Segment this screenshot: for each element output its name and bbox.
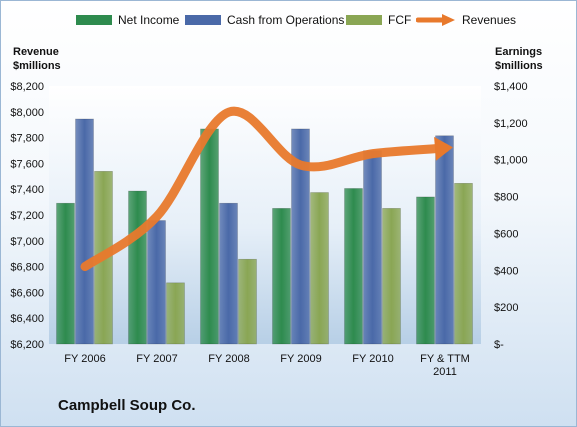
right-tick-label: $600 [494,228,518,240]
legend-swatch-cash-from-operations [185,15,221,25]
right-tick-label: $1,400 [494,81,528,93]
legend-item-revenues: Revenues [416,13,516,27]
category-label: FY 2008 [208,353,249,365]
left-tick-label: $8,200 [10,81,44,93]
legend-label-revenues: Revenues [462,13,517,27]
legend-swatch-net-income [76,15,112,25]
company-name: Campbell Soup Co. [58,397,196,414]
right-tick-label: $400 [494,265,518,277]
bar-cash-from-operations [219,202,238,345]
bar-cash-from-operations [435,135,454,345]
left-tick-label: $7,800 [10,133,44,145]
right-tick-label: $1,000 [494,155,528,167]
legend-item-net-income: Net Income [76,13,179,27]
legend: Net Income Cash from Operations FCF Reve… [1,13,576,33]
legend-item-cash-from-operations: Cash from Operations [185,13,344,27]
bar-fcf [238,258,257,345]
left-tick-label: $7,600 [10,158,44,170]
legend-label-fcf: FCF [388,13,412,27]
bar-net-income [200,128,219,345]
legend-swatch-fcf [346,15,382,25]
revenues-line [80,106,450,272]
revenues-arrow-head [434,136,453,161]
right-axis-title-line1: Earnings [495,46,543,58]
bar-net-income [128,190,147,345]
left-tick-label: $6,400 [10,313,44,325]
category-label: FY & TTM [420,353,470,365]
right-axis-title: Earnings $millions [495,45,543,73]
category-label: 2011 [433,366,457,378]
legend-item-fcf: FCF [346,13,411,27]
right-tick-label: $1,200 [494,118,528,130]
bar-net-income [272,208,291,345]
category-label: FY 2009 [280,353,321,365]
left-tick-label: $6,600 [10,287,44,299]
bar-fcf [454,183,473,345]
bar-cash-from-operations [363,150,382,345]
right-axis-title-line2: $millions [495,60,543,72]
legend-label-net-income: Net Income [118,13,180,27]
category-label: FY 2007 [136,353,177,365]
bar-fcf [310,192,329,345]
bar-cash-from-operations [75,118,94,345]
bar-net-income [416,196,435,345]
left-tick-label: $8,000 [10,107,44,119]
right-tick-label: $- [494,339,504,351]
right-tick-label: $800 [494,192,518,204]
left-tick-label: $7,200 [10,210,44,222]
left-tick-label: $7,000 [10,236,44,248]
left-axis-title-line1: Revenue [13,46,59,58]
left-axis-title: Revenue $millions [13,45,61,73]
bar-cash-from-operations [291,128,310,345]
category-label: FY 2010 [352,353,393,365]
right-tick-label: $200 [494,302,518,314]
bar-fcf [166,282,185,345]
category-label: FY 2006 [64,353,105,365]
legend-label-cash-from-operations: Cash from Operations [227,13,345,27]
bar-fcf [382,208,401,345]
legend-arrow-revenues-icon [416,14,455,26]
left-tick-label: $6,200 [10,339,44,351]
left-axis-title-line2: $millions [13,60,61,72]
bar-net-income [344,188,363,345]
left-tick-label: $7,400 [10,184,44,196]
bar-cash-from-operations [147,220,166,345]
bar-net-income [56,202,75,345]
left-tick-label: $6,800 [10,262,44,274]
